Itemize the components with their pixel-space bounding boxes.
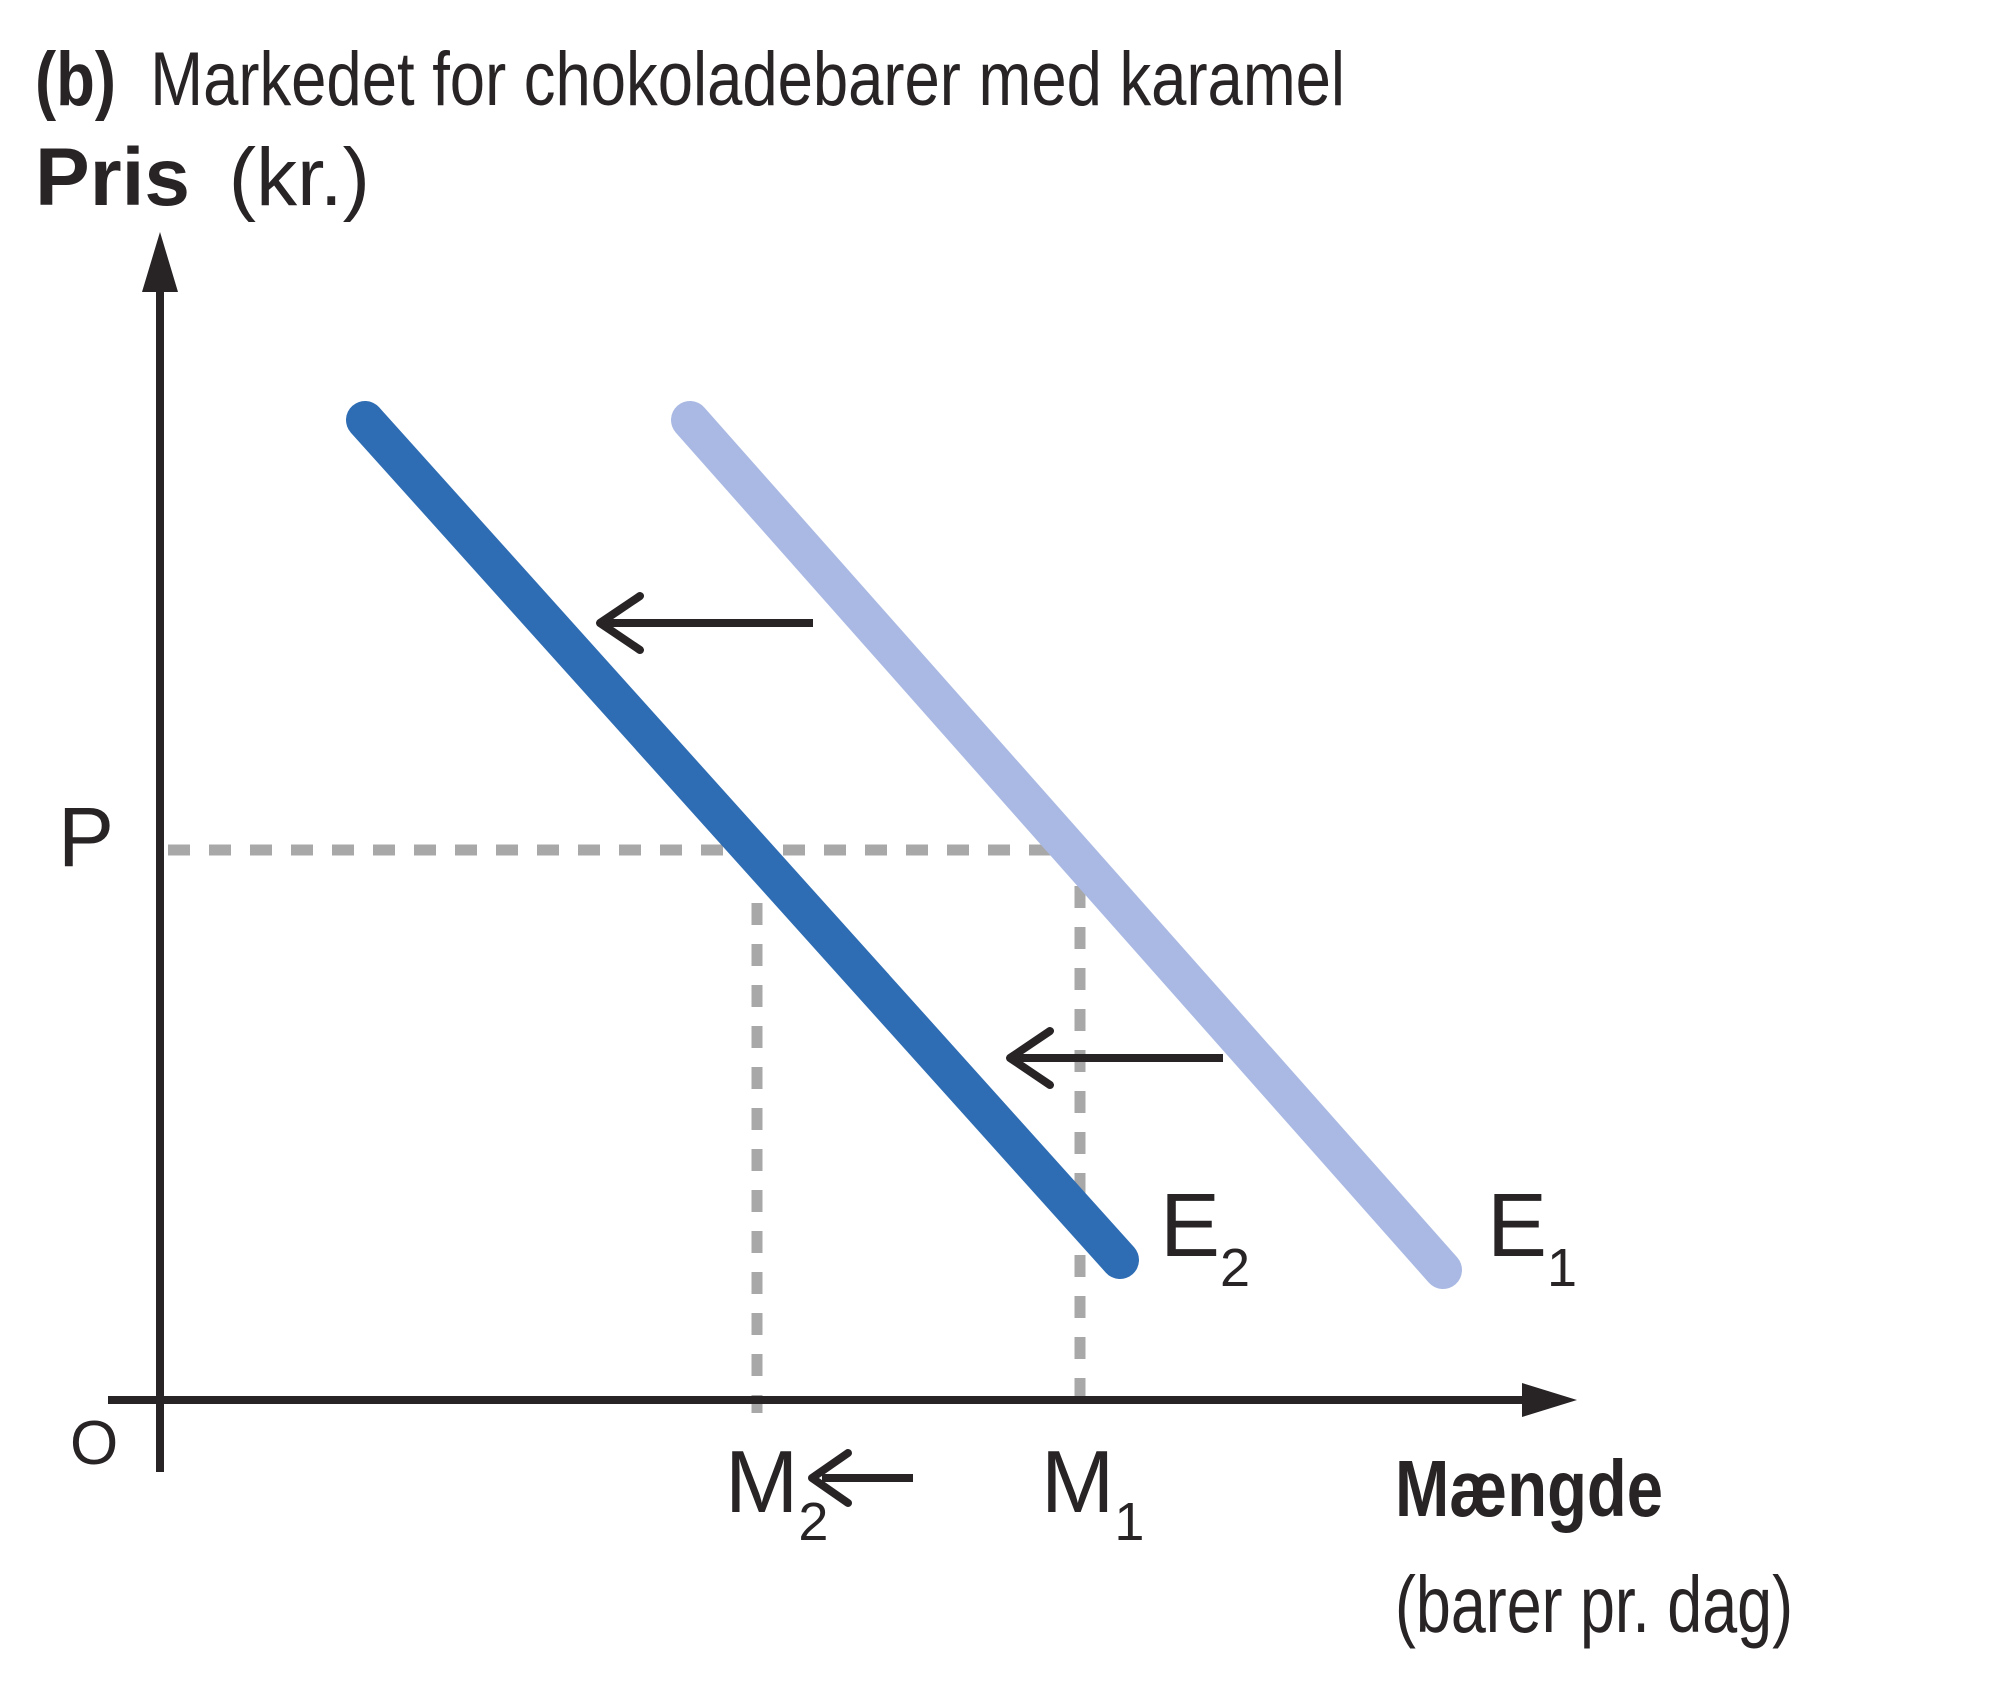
quantity-m2-base: M <box>725 1432 798 1531</box>
curve-e1-subscript: 1 <box>1547 1238 1577 1298</box>
quantity-m1-subscript: 1 <box>1114 1492 1144 1552</box>
figure-title-text: Markedet for chokoladebarer med karamel <box>150 37 1345 122</box>
demand-curve-e1 <box>671 401 1462 1289</box>
curve-e1-base: E <box>1487 1176 1547 1276</box>
quantity-m2-subscript: 2 <box>798 1492 828 1552</box>
x-axis-arrowhead-icon <box>1522 1383 1577 1417</box>
price-level-label: P <box>58 790 114 884</box>
demand-curve-e2 <box>346 401 1139 1279</box>
figure-panel-label: (b) <box>35 37 116 122</box>
x-axis-unit: (barer pr. dag) <box>1395 1560 1793 1649</box>
origin-label: O <box>70 1409 118 1478</box>
curve-e2-subscript: 2 <box>1220 1238 1250 1298</box>
y-axis-label-word: Pris <box>35 132 190 223</box>
curve-e2-base: E <box>1160 1176 1220 1276</box>
y-axis-label: Pris (kr.) <box>35 132 370 223</box>
quantity-shift-arrow-icon <box>808 1449 913 1507</box>
shift-arrow-lower-icon <box>1006 1027 1223 1089</box>
x-axis-label: Mængde <box>1395 1444 1663 1533</box>
curve-e1-label: E1 <box>1487 1176 1577 1298</box>
y-axis-unit: (kr.) <box>229 132 370 223</box>
figure-title: (b) Markedet for chokoladebarer med kara… <box>35 37 1345 122</box>
y-axis-arrowhead-icon <box>142 232 178 292</box>
quantity-m1-base: M <box>1041 1432 1114 1531</box>
curve-e2-label: E2 <box>1160 1176 1250 1298</box>
shift-arrow-upper-icon <box>596 592 813 654</box>
quantity-m1-label: M1 <box>1041 1432 1144 1552</box>
quantity-m2-label: M2 <box>725 1432 828 1552</box>
